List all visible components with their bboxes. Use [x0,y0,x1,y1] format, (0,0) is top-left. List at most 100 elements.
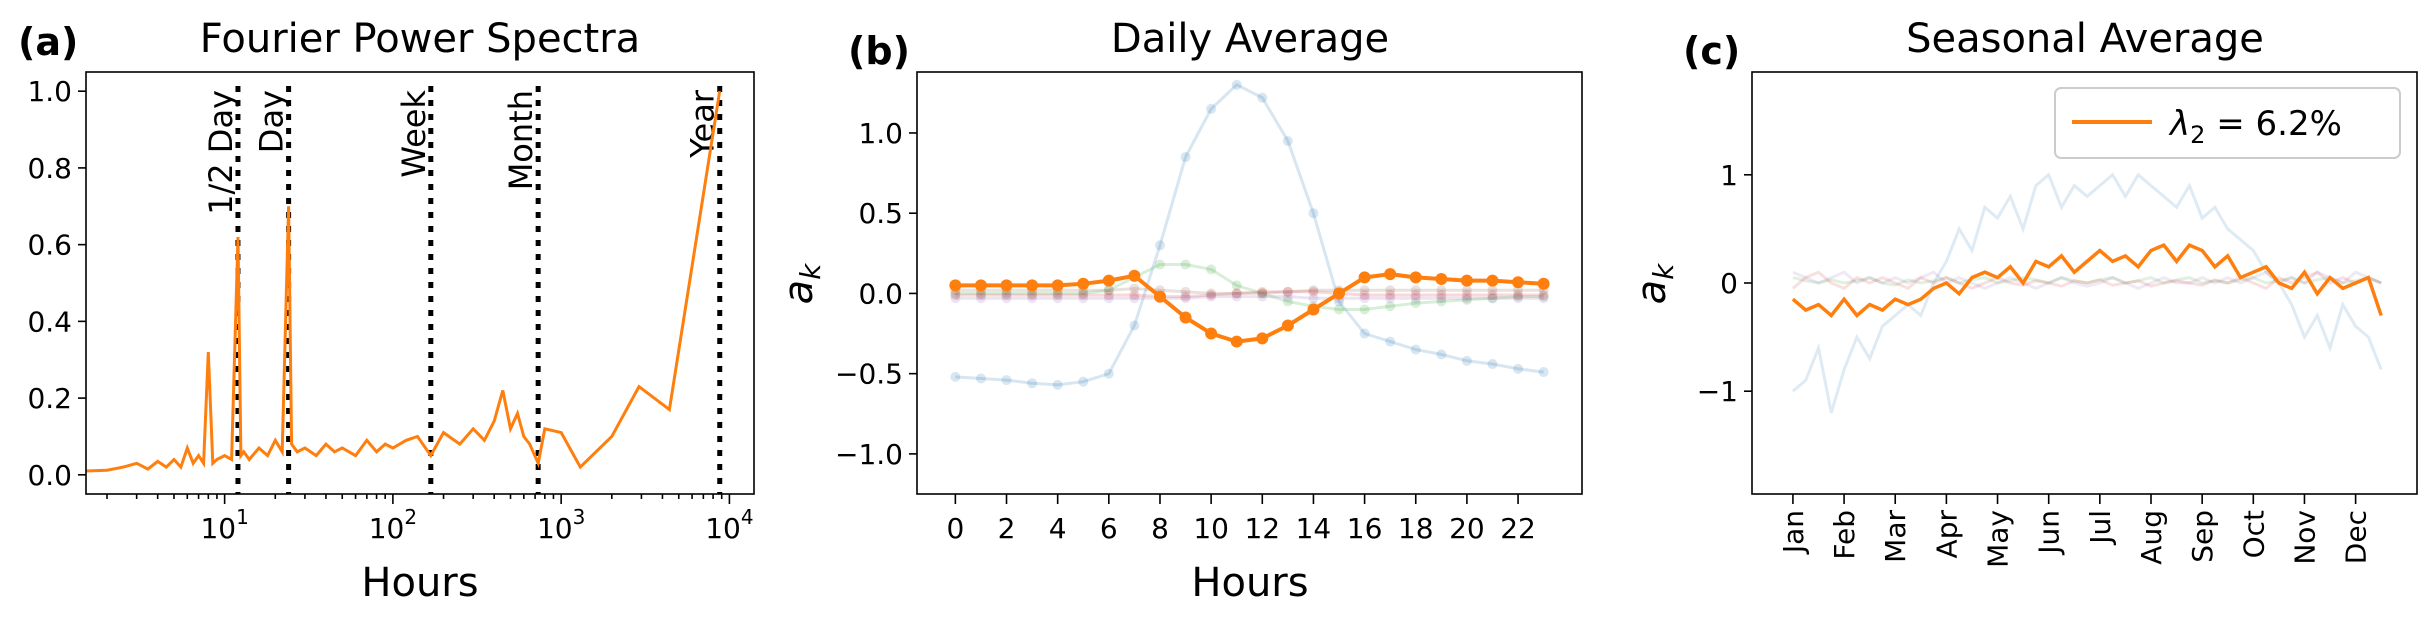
faded-series-point [1461,294,1472,305]
faded-series-point [1461,355,1472,366]
x-tick-label: 6 [1100,512,1118,545]
highlight-series-point [1512,276,1525,289]
faded-series-point [1359,285,1370,296]
faded-series-point [1410,298,1421,309]
reference-line-label: Month [502,90,540,190]
faded-series-point [1001,290,1012,301]
faded-series-line [1791,270,2382,291]
highlight-series-point [1051,279,1064,292]
faded-series-point [1103,293,1114,304]
faded-series-point [1078,290,1089,301]
y-tick-label: 0.6 [27,229,72,262]
faded-series-point [1513,290,1524,301]
faded-series-point [1334,296,1345,307]
faded-series-point [1308,286,1319,297]
faded-series-line [955,263,1544,311]
faded-series-point [1359,290,1370,301]
faded-series-point [1180,259,1191,270]
x-tick-label: 104 [705,505,753,545]
faded-series-point [1078,376,1089,387]
x-tick-label: May [1982,510,2015,568]
faded-series-line [955,82,1544,387]
faded-series-point [1001,375,1012,386]
highlight-series-point [1179,311,1192,324]
faded-series-point [1027,290,1038,301]
faded-series-point [1308,285,1319,296]
faded-series-point [1206,264,1217,275]
panel-c-legend: λ2 = 6.2% [2054,87,2401,159]
faded-series-point [1308,293,1319,304]
faded-series-point [1436,293,1447,304]
x-tick-label: 103 [537,505,585,545]
y-tick-label: 0.8 [27,152,72,185]
highlight-series-point [1384,268,1397,281]
faded-series-point [1206,290,1217,301]
y-tick-label: 0 [1720,267,1738,300]
faded-series-point [950,371,961,382]
x-tick-label: Jun [2033,510,2066,556]
faded-series-point [950,293,961,304]
highlight-series-point [1460,274,1473,287]
faded-series-point [1385,285,1396,296]
faded-series-point [975,288,986,299]
faded-series-point [1282,291,1293,302]
highlight-series-point [1333,287,1346,300]
faded-series-point [1461,285,1472,296]
panel-a-title: Fourier Power Spectra [200,16,640,62]
faded-series-point [1538,367,1549,378]
faded-series-point [1538,290,1549,301]
faded-series-point [1385,293,1396,304]
faded-series-point [1206,288,1217,299]
faded-series-point [1052,379,1063,390]
faded-series-point [975,373,986,384]
panel-b-title: Daily Average [1111,16,1389,62]
highlight-series-point [1000,279,1013,292]
x-tick-label: 2 [998,512,1016,545]
faded-series-point [1513,285,1524,296]
faded-series-point [1487,290,1498,301]
faded-series-point [1461,290,1472,301]
faded-series-point [1282,286,1293,297]
faded-series-point [1052,290,1063,301]
highlight-series-point [1256,332,1269,345]
x-tick-label: Sep [2186,510,2219,563]
faded-series-point [1257,286,1268,297]
y-tick-label: 0.0 [858,277,903,310]
panel-b-letter: (b) [848,29,910,73]
x-tick-label: 101 [200,505,248,545]
x-tick-label: Mar [1879,510,1912,563]
y-tick-label: 0.4 [27,305,72,338]
faded-series-line [955,290,1544,299]
x-tick-label: 0 [946,512,964,545]
faded-series-point [1027,288,1038,299]
highlight-series-point [974,279,987,292]
panel-a-frame [85,71,755,495]
faded-series-point [1129,320,1140,331]
faded-series-point [1513,293,1524,304]
faded-series-point [950,290,961,301]
faded-series-point [1180,293,1191,304]
highlight-series-line [955,272,1544,344]
faded-series-point [1129,290,1140,301]
highlight-series-point [1486,274,1499,287]
faded-series-point [1154,240,1165,251]
y-tick-label: 0.2 [27,382,72,415]
x-tick-label: Apr [1930,510,1963,559]
panel-a-plot-area: 0.0 0.2 0.4 0.6 0.8 1.0 101 102 103 104 1/2 Day Day… [27,75,753,545]
y-tick-label: 1.0 [27,75,72,108]
faded-series-point [1436,285,1447,296]
faded-series-point [1436,290,1447,301]
faded-series-point [1231,291,1242,302]
faded-series-point [1103,290,1114,301]
faded-series-point [1436,349,1447,360]
faded-series-point [1154,259,1165,270]
faded-series-point [1282,296,1293,307]
x-tick-label: 16 [1347,512,1383,545]
faded-series-point [1052,293,1063,304]
x-tick-label: Jul [2084,510,2117,546]
faded-series-point [1027,293,1038,304]
x-tick-label: 8 [1151,512,1169,545]
reference-line-label: Day [253,90,291,153]
faded-series-point [1180,286,1191,297]
legend-box [2054,87,2401,159]
